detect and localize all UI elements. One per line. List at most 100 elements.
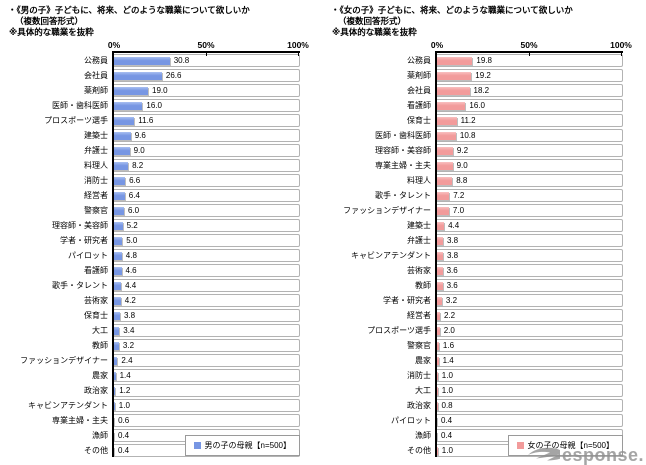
category-label: パイロット: [68, 251, 108, 260]
bar: [436, 326, 440, 335]
bar-row: 料理人 8.8: [331, 173, 623, 188]
value-label: 3.4: [123, 326, 135, 335]
chart-note: ※具体的な職業を抜粋: [332, 27, 417, 37]
bar-row: 会社員 26.6: [8, 68, 300, 83]
category-label: 学者・研究者: [60, 236, 108, 245]
value-label: 16.0: [469, 101, 485, 110]
bar-row: 専業主婦・主夫 9.0: [331, 158, 623, 173]
category-label: 警察官: [84, 206, 108, 215]
value-label: 5.0: [126, 236, 138, 245]
bar-row: ファッションデザイナー 7.0: [331, 203, 623, 218]
bar-row: 大工 1.0: [331, 383, 623, 398]
x-tick-label-50: 50%: [520, 40, 538, 50]
bar: [436, 311, 440, 320]
bar: [436, 71, 472, 80]
category-label: 建築士: [407, 221, 431, 230]
category-label: 看護師: [407, 101, 431, 110]
value-label: 0.4: [118, 431, 130, 440]
bar-row: キャビンアテンダント 3.8: [331, 248, 623, 263]
value-label: 2.0: [443, 326, 455, 335]
legend-label: 男の子の母親【n=500】: [204, 441, 291, 450]
bar-row: 警察官 6.0: [8, 203, 300, 218]
value-label: 3.8: [124, 311, 136, 320]
value-label: 7.2: [453, 191, 465, 200]
row-box: 0.4: [435, 414, 623, 427]
row-box: 6.4: [112, 189, 300, 202]
row-box: 5.2: [112, 219, 300, 232]
bar: [113, 56, 170, 65]
row-box: 1.4: [435, 354, 623, 367]
category-label: プロスポーツ選手: [44, 116, 108, 125]
bar-row: 専業主婦・主夫 0.6: [8, 413, 300, 428]
category-label: 薬剤師: [407, 71, 431, 80]
category-label: 医師・歯科医師: [52, 101, 108, 110]
bar-row: パイロット 0.4: [331, 413, 623, 428]
category-label: 弁護士: [407, 236, 431, 245]
category-label: 芸術家: [407, 266, 431, 275]
value-label: 4.4: [125, 281, 137, 290]
bar-row: 警察官 1.6: [331, 338, 623, 353]
plot-area: 公務員 30.8 会社員 26.6 薬剤師 19.0 医師・歯科医師 16.0 プロスポーツ選手…: [8, 53, 300, 458]
bar-row: 弁護士 3.8: [331, 233, 623, 248]
boys-occupation-chart: ・《男の子》子どもに、将来、どのような職業について欲しいか （複数回答形式） ※…: [8, 5, 309, 458]
row-box: 0.8: [435, 399, 623, 412]
bar-row: 看護師 4.6: [8, 263, 300, 278]
bar-row: 医師・歯科医師 16.0: [8, 98, 300, 113]
category-label: キャビンアテンダント: [351, 251, 431, 260]
bar-row: ファッションデザイナー 2.4: [8, 353, 300, 368]
value-label: 3.2: [122, 341, 135, 350]
value-label: 0.8: [441, 401, 453, 410]
category-label: 政治家: [407, 401, 431, 410]
category-label: 公務員: [84, 56, 108, 65]
row-box: 4.6: [112, 264, 300, 277]
plot-area: 公務員 19.8 薬剤師 19.2 会社員 18.2 看護師 16.0 保育士 11.2 医師・歯科…: [331, 53, 623, 458]
category-label: 料理人: [407, 176, 431, 185]
value-label: 7.0: [452, 206, 465, 215]
bar: [436, 281, 443, 290]
bar-row: 政治家 1.2: [8, 383, 300, 398]
bar-row: 弁護士 9.0: [8, 143, 300, 158]
chart-subtitle: （複数回答形式）: [15, 16, 84, 26]
row-box: 6.0: [112, 204, 300, 217]
value-label: 3.6: [446, 266, 458, 275]
bar: [113, 221, 123, 230]
row-box: 1.4: [112, 369, 300, 382]
bar: [113, 176, 126, 185]
value-label: 18.2: [473, 86, 490, 95]
bar: [113, 71, 162, 80]
value-label: 1.0: [441, 371, 453, 380]
row-box: 1.6: [435, 339, 623, 352]
row-box: 26.6: [112, 69, 300, 82]
bar-row: キャビンアテンダント 1.0: [8, 398, 300, 413]
x-tick-label-100: 100%: [287, 40, 309, 50]
bar: [113, 371, 116, 380]
bar: [436, 221, 445, 230]
x-axis-tick-100: [298, 52, 299, 56]
value-label: 6.6: [129, 176, 141, 185]
bar-row: 会社員 18.2: [331, 83, 623, 98]
category-label: 漁師: [415, 431, 431, 440]
bar-row: 農家 1.4: [8, 368, 300, 383]
value-label: 0.6: [118, 416, 130, 425]
bar-row: 消防士 6.6: [8, 173, 300, 188]
category-label: 理容師・美容師: [52, 221, 108, 230]
row-box: 2.0: [435, 324, 623, 337]
category-label: 会社員: [407, 86, 431, 95]
value-label: 26.6: [165, 71, 182, 80]
value-label: 4.6: [125, 266, 137, 275]
value-label: 19.2: [475, 71, 491, 80]
bar-row: 保育士 3.8: [8, 308, 300, 323]
bar: [113, 116, 135, 125]
value-label: 4.4: [448, 221, 460, 230]
bar: [436, 236, 443, 245]
category-label: ファッションデザイナー: [343, 206, 431, 215]
bar-row: 消防士 1.0: [331, 368, 623, 383]
category-label: 漁師: [92, 431, 108, 440]
category-label: 薬剤師: [84, 86, 108, 95]
bar-row: 学者・研究者 5.0: [8, 233, 300, 248]
bar: [113, 356, 118, 365]
x-tick-label-50: 50%: [197, 40, 215, 50]
value-label: 3.8: [447, 236, 459, 245]
category-label: 大工: [92, 326, 108, 335]
category-label: 大工: [415, 386, 431, 395]
